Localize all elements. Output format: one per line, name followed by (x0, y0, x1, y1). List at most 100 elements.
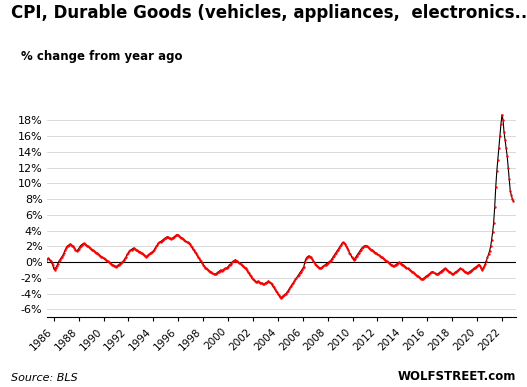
Point (443, 267, 451, 273)
Point (186, 241, 194, 247)
Point (495, 145, 503, 151)
Point (165, 235, 174, 241)
Point (267, 281, 276, 287)
Point (480, 263, 489, 269)
Point (438, 267, 447, 273)
Point (409, 270, 418, 276)
Point (214, 269, 223, 275)
Point (366, 246, 374, 252)
Point (500, 129, 508, 135)
Point (494, 156, 502, 163)
Point (328, 256, 336, 262)
Point (122, 253, 131, 260)
Point (507, 192, 515, 198)
Point (402, 265, 411, 271)
Point (460, 268, 468, 274)
Point (407, 269, 416, 275)
Point (133, 248, 142, 254)
Point (260, 281, 269, 287)
Point (80, 240, 88, 246)
Point (478, 267, 486, 273)
Point (111, 263, 119, 269)
Point (312, 262, 320, 269)
Point (404, 266, 413, 272)
Point (108, 261, 116, 267)
Point (269, 284, 278, 291)
Point (163, 234, 172, 240)
Point (321, 261, 330, 267)
Point (323, 260, 331, 267)
Point (385, 260, 393, 266)
Point (123, 251, 132, 257)
Point (388, 262, 396, 269)
Point (392, 261, 401, 267)
Point (302, 254, 311, 260)
Point (141, 253, 149, 259)
Point (268, 283, 277, 289)
Point (190, 247, 198, 253)
Point (242, 267, 251, 273)
Point (105, 260, 114, 266)
Point (51, 267, 59, 273)
Point (379, 256, 388, 262)
Point (131, 247, 140, 253)
Point (331, 251, 339, 257)
Point (496, 133, 504, 139)
Point (342, 243, 350, 250)
Point (446, 269, 454, 276)
Point (243, 269, 252, 275)
Point (104, 259, 113, 265)
Point (279, 293, 287, 299)
Point (44, 255, 53, 261)
Point (324, 260, 332, 266)
Point (378, 255, 387, 261)
Point (387, 261, 395, 267)
Point (143, 253, 151, 259)
Point (398, 261, 407, 267)
Point (399, 262, 408, 269)
Point (447, 270, 455, 276)
Point (136, 250, 145, 256)
Point (311, 260, 319, 267)
Point (362, 243, 370, 249)
Point (341, 241, 349, 247)
Point (129, 245, 138, 251)
Point (196, 257, 204, 263)
Point (103, 258, 112, 264)
Point (203, 266, 211, 272)
Point (427, 269, 436, 276)
Point (377, 254, 386, 260)
Point (231, 257, 239, 263)
Point (207, 269, 216, 276)
Point (359, 244, 367, 250)
Point (115, 261, 123, 267)
Point (159, 237, 167, 243)
Point (499, 117, 508, 123)
Point (292, 275, 301, 281)
Point (306, 253, 314, 260)
Point (195, 255, 203, 261)
Point (42, 257, 51, 264)
Point (233, 258, 241, 264)
Point (54, 260, 62, 267)
Point (396, 260, 405, 266)
Point (384, 259, 392, 265)
Point (465, 269, 474, 275)
Point (220, 266, 228, 272)
Point (64, 243, 72, 249)
Point (226, 261, 235, 267)
Point (177, 235, 186, 241)
Point (343, 245, 352, 251)
Point (170, 234, 178, 240)
Point (109, 262, 117, 269)
Point (210, 271, 219, 277)
Point (209, 271, 218, 277)
Point (310, 259, 318, 265)
Point (296, 270, 304, 276)
Point (491, 204, 499, 210)
Point (164, 235, 173, 241)
Point (509, 197, 518, 204)
Point (118, 259, 126, 265)
Point (228, 259, 237, 265)
Point (316, 265, 325, 272)
